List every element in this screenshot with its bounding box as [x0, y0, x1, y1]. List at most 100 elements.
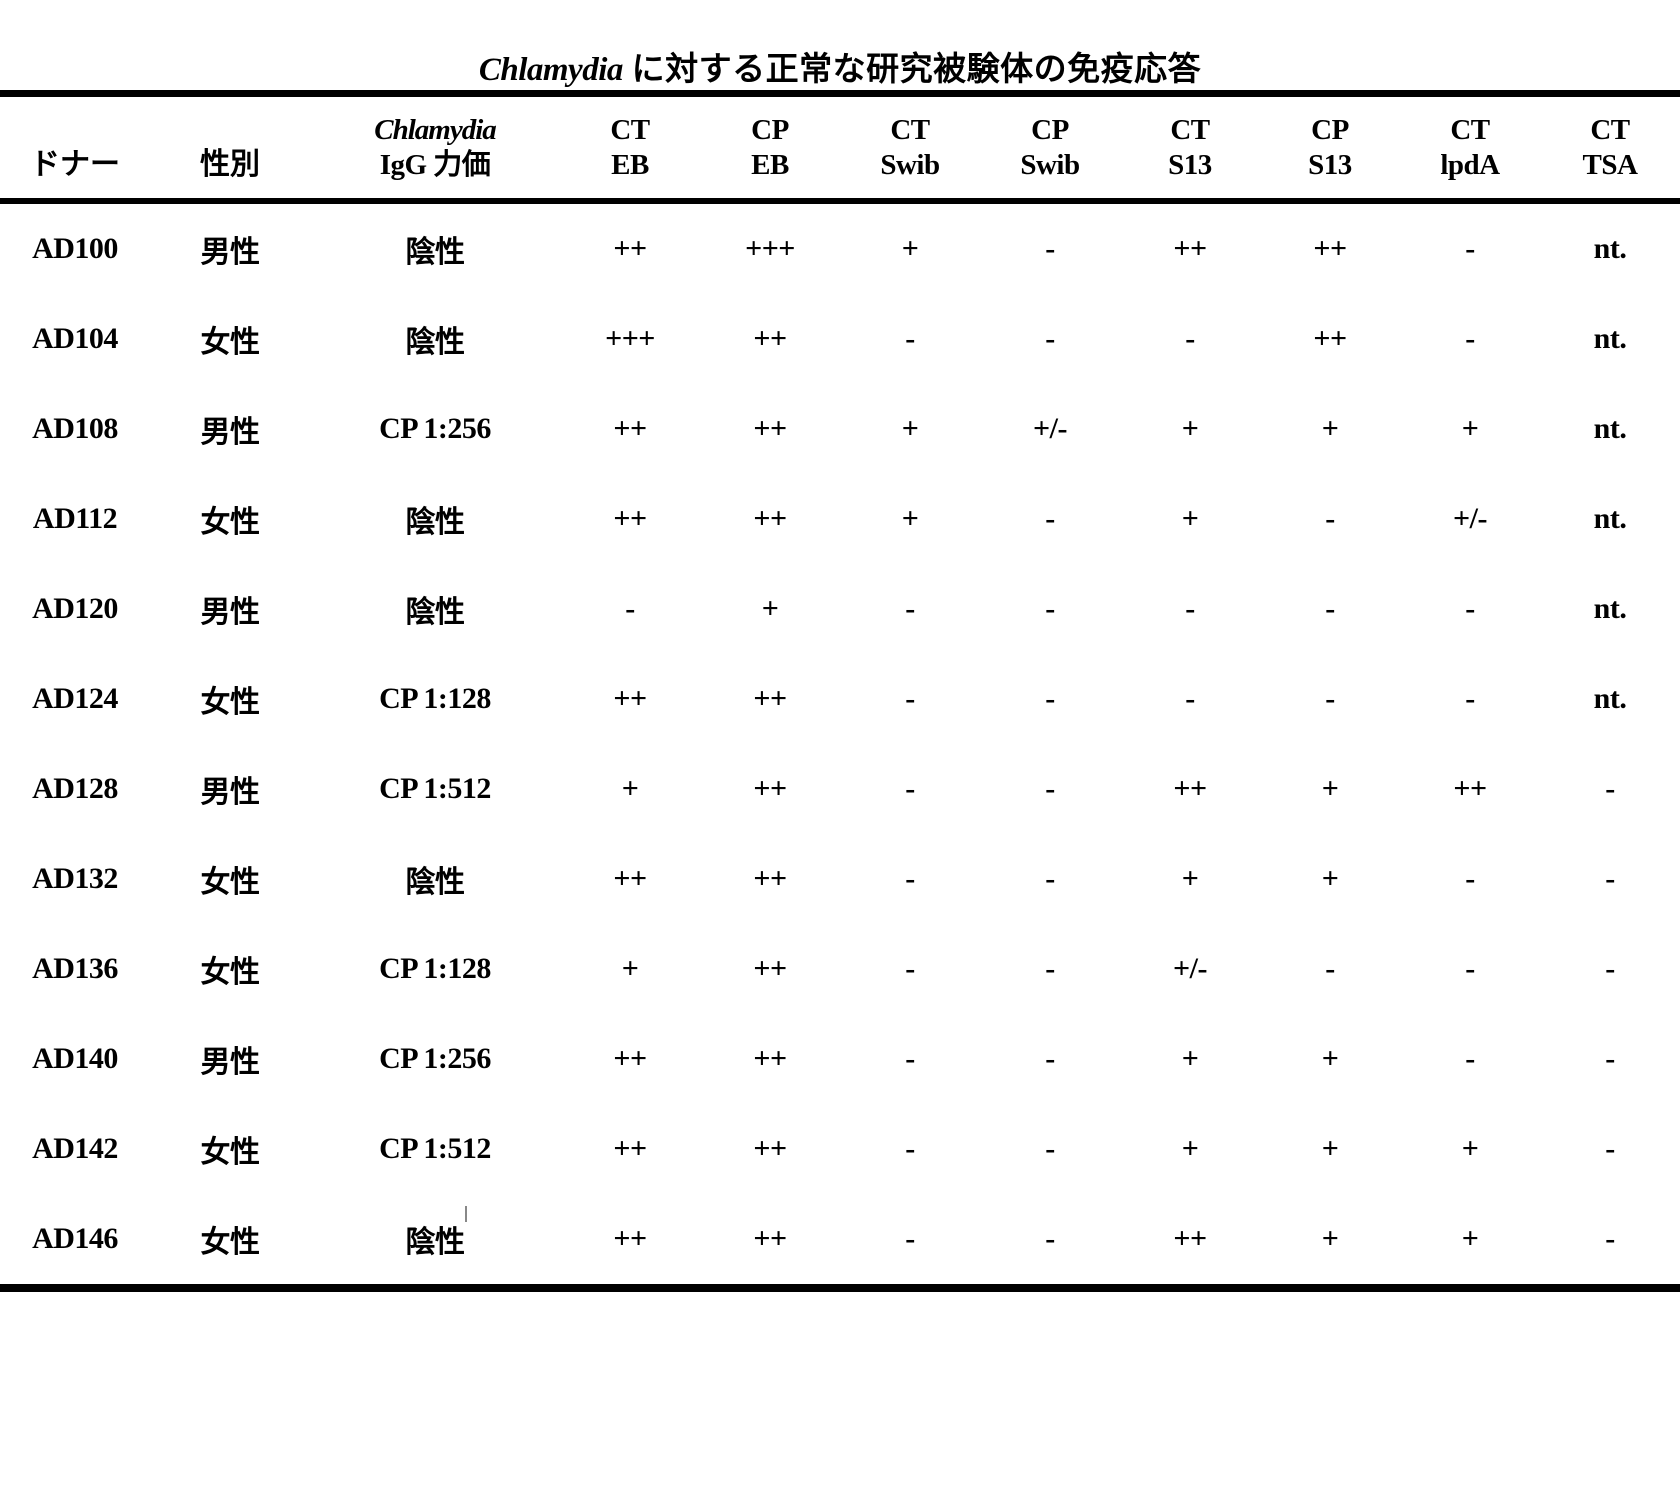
- column-header-label-ct_lpda: lpdA: [1400, 148, 1540, 183]
- cell-ct_eb: -: [560, 564, 700, 654]
- cell-cp_swib: -: [980, 834, 1120, 924]
- cell-cp_swib: -: [980, 654, 1120, 744]
- cell-ct_tsa: -: [1540, 924, 1680, 1014]
- cell-donor: AD108: [0, 384, 150, 474]
- cell-ct_s13: +/-: [1120, 924, 1260, 1014]
- table-row: AD140男性CP 1:256++++--++--: [0, 1014, 1680, 1104]
- cell-ct_eb: ++: [560, 834, 700, 924]
- cell-sex: 女性: [150, 924, 310, 1014]
- cell-ct_lpda: -: [1400, 834, 1540, 924]
- cell-cp_eb: ++: [700, 474, 840, 564]
- cell-ct_s13: +: [1120, 384, 1260, 474]
- column-header-label-ct_swib: Swib: [840, 148, 980, 183]
- column-header-top-cp_s13: CP: [1260, 113, 1400, 148]
- column-header-top-ct_lpda: CT: [1400, 113, 1540, 148]
- cell-titer: CP 1:512: [310, 744, 560, 834]
- cell-cp_eb: ++: [700, 294, 840, 384]
- cell-cp_swib: -: [980, 201, 1120, 294]
- cell-sex: 男性: [150, 744, 310, 834]
- cell-ct_swib: -: [840, 1014, 980, 1104]
- column-header-top-ct_eb: CT: [560, 113, 700, 148]
- page-title: Chlamydia に対する正常な研究被験体の免疫応答: [0, 0, 1680, 90]
- cell-titer: 陰性: [310, 201, 560, 294]
- cell-cp_eb: ++: [700, 924, 840, 1014]
- cell-cp_swib: +/-: [980, 384, 1120, 474]
- cell-cp_s13: +: [1260, 744, 1400, 834]
- column-header-label-ct_s13: S13: [1120, 148, 1260, 183]
- column-header-top-cp_eb: CP: [700, 113, 840, 148]
- cell-sex: 男性: [150, 201, 310, 294]
- immune-response-table: ドナー性別ChlamydiaIgG 力価CTEBCPEBCTSwibCPSwib…: [0, 90, 1680, 1292]
- cell-sex: 女性: [150, 474, 310, 564]
- cell-ct_tsa: -: [1540, 834, 1680, 924]
- table-header-row: ドナー性別ChlamydiaIgG 力価CTEBCPEBCTSwibCPSwib…: [0, 93, 1680, 200]
- column-header-ct_s13: CTS13: [1120, 93, 1260, 200]
- table-row: AD124女性CP 1:128++++-----nt.: [0, 654, 1680, 744]
- cell-titer: CP 1:256: [310, 1014, 560, 1104]
- cell-ct_lpda: -: [1400, 924, 1540, 1014]
- cell-cp_s13: ++: [1260, 201, 1400, 294]
- cell-ct_s13: ++: [1120, 1194, 1260, 1288]
- cell-titer: 陰性: [310, 1194, 560, 1288]
- cell-ct_eb: ++: [560, 654, 700, 744]
- cell-cp_swib: -: [980, 564, 1120, 654]
- column-header-donor: ドナー: [0, 93, 150, 200]
- cell-ct_tsa: -: [1540, 744, 1680, 834]
- cell-ct_lpda: +/-: [1400, 474, 1540, 564]
- table-header: ドナー性別ChlamydiaIgG 力価CTEBCPEBCTSwibCPSwib…: [0, 93, 1680, 200]
- cell-ct_eb: ++: [560, 201, 700, 294]
- cell-sex: 男性: [150, 384, 310, 474]
- cell-ct_swib: -: [840, 834, 980, 924]
- table-row: AD104女性陰性+++++---++-nt.: [0, 294, 1680, 384]
- cell-donor: AD100: [0, 201, 150, 294]
- cell-ct_s13: -: [1120, 564, 1260, 654]
- cell-ct_eb: +: [560, 744, 700, 834]
- column-header-ct_eb: CTEB: [560, 93, 700, 200]
- cell-cp_eb: ++: [700, 744, 840, 834]
- column-header-label-cp_eb: EB: [700, 148, 840, 183]
- table-row: AD120男性陰性-+-----nt.: [0, 564, 1680, 654]
- cell-cp_eb: +: [700, 564, 840, 654]
- column-header-ct_swib: CTSwib: [840, 93, 980, 200]
- cell-donor: AD132: [0, 834, 150, 924]
- cell-ct_s13: -: [1120, 654, 1260, 744]
- cell-donor: AD120: [0, 564, 150, 654]
- column-header-label-cp_swib: Swib: [980, 148, 1120, 183]
- cell-cp_s13: +: [1260, 1014, 1400, 1104]
- cell-cp_eb: ++: [700, 1014, 840, 1104]
- cell-ct_eb: +: [560, 924, 700, 1014]
- cell-titer: 陰性: [310, 834, 560, 924]
- cell-ct_eb: ++: [560, 1104, 700, 1194]
- table-row: AD100男性陰性++++++-++++-nt.: [0, 201, 1680, 294]
- column-header-top-ct_s13: CT: [1120, 113, 1260, 148]
- cell-ct_lpda: -: [1400, 1014, 1540, 1104]
- cell-ct_tsa: nt.: [1540, 384, 1680, 474]
- cell-ct_swib: +: [840, 474, 980, 564]
- cell-cp_swib: -: [980, 924, 1120, 1014]
- cell-titer: 陰性: [310, 294, 560, 384]
- cell-titer: CP 1:128: [310, 924, 560, 1014]
- cell-donor: AD124: [0, 654, 150, 744]
- cell-ct_swib: -: [840, 1194, 980, 1288]
- cell-sex: 女性: [150, 1104, 310, 1194]
- column-header-top-ct_swib: CT: [840, 113, 980, 148]
- cell-cp_eb: ++: [700, 1104, 840, 1194]
- cell-cp_eb: ++: [700, 384, 840, 474]
- column-header-label-titer: IgG 力価: [310, 148, 560, 183]
- column-header-cp_s13: CPS13: [1260, 93, 1400, 200]
- table-body: AD100男性陰性++++++-++++-nt.AD104女性陰性+++++--…: [0, 201, 1680, 1288]
- column-header-label-sex: 性別: [150, 147, 310, 184]
- cell-ct_lpda: -: [1400, 564, 1540, 654]
- cell-cp_s13: ++: [1260, 294, 1400, 384]
- cell-ct_lpda: +: [1400, 1104, 1540, 1194]
- cell-donor: AD128: [0, 744, 150, 834]
- cell-ct_lpda: +: [1400, 384, 1540, 474]
- cell-donor: AD142: [0, 1104, 150, 1194]
- cell-cp_swib: -: [980, 1194, 1120, 1288]
- document-page: Chlamydia に対する正常な研究被験体の免疫応答 ドナー性別Chlamyd…: [0, 0, 1680, 1490]
- cell-ct_swib: -: [840, 564, 980, 654]
- cell-donor: AD146: [0, 1194, 150, 1288]
- cell-donor: AD104: [0, 294, 150, 384]
- cell-ct_tsa: nt.: [1540, 201, 1680, 294]
- cell-ct_s13: -: [1120, 294, 1260, 384]
